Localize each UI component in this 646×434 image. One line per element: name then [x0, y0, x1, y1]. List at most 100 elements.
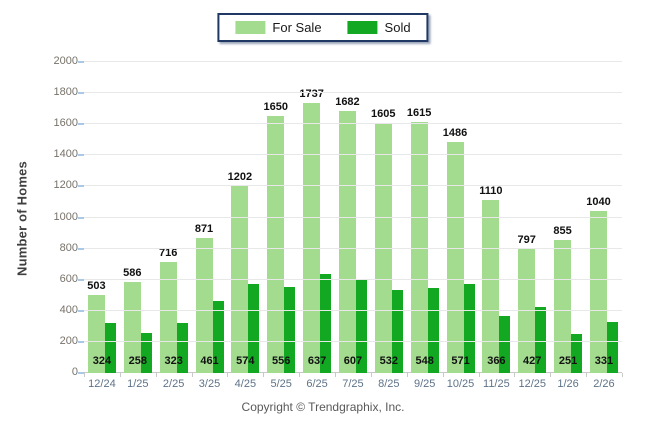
- bar-group-7/25: 1682 607 7/25: [335, 62, 371, 390]
- gridline: [84, 61, 622, 62]
- sold-bar: [355, 278, 367, 373]
- for-sale-value-label: 1040: [586, 196, 611, 209]
- bar-pair: 1650: [263, 101, 296, 373]
- legend-label-sold: Sold: [384, 20, 411, 35]
- bar-pair: 586: [123, 267, 152, 373]
- bar-pair: 1110: [479, 185, 511, 373]
- x-axis-label: 11/25: [483, 378, 510, 390]
- bar-pair: 855: [553, 225, 583, 373]
- x-axis-label: 12/24: [88, 378, 116, 390]
- y-axis-tick: [78, 372, 84, 374]
- bar-pair: 797: [518, 234, 547, 373]
- sold-value-label: 366: [487, 355, 506, 367]
- bar-group-4/25: 1202 574 4/25: [227, 62, 263, 390]
- bar-group-2/25: 716 323 2/25: [156, 62, 192, 390]
- x-axis-tick: [406, 373, 408, 377]
- sold-bar: [499, 316, 511, 373]
- for-sale-bar: 1737: [299, 88, 324, 373]
- gridline: [84, 278, 622, 280]
- sold-value-label: 461: [200, 355, 219, 367]
- x-axis-label: 2/25: [162, 378, 185, 390]
- y-axis-tick-label: 1400: [53, 148, 78, 161]
- for-sale-value-label: 1110: [479, 185, 503, 198]
- bar-pair: 1486: [443, 127, 475, 373]
- x-axis-label: 5/25: [270, 378, 292, 390]
- x-axis-label: 2/26: [593, 378, 615, 390]
- for-sale-bar: 871: [195, 223, 213, 373]
- gridline: [84, 123, 622, 125]
- for-sale-value-label: 1615: [406, 106, 432, 119]
- for-sale-bar: 1486: [443, 127, 467, 373]
- for-sale-value-label: 797: [517, 234, 536, 247]
- sold-bar: [391, 290, 403, 373]
- x-axis-tick: [586, 373, 588, 377]
- y-axis-tick-label: 200: [59, 334, 78, 347]
- x-axis-label: 10/25: [446, 378, 475, 390]
- bar-group-12/25: 797 427 12/25: [514, 62, 550, 390]
- legend-label-for-sale: For Sale: [272, 20, 322, 35]
- for-sale-value-label: 1202: [227, 171, 253, 184]
- y-axis-tick-label: 0: [71, 366, 78, 378]
- bar-group-1/26: 855 251 1/26: [550, 62, 586, 390]
- sold-bar: [427, 287, 439, 373]
- x-axis-tick: [263, 373, 265, 377]
- x-axis-tick: [514, 373, 516, 377]
- y-axis: 0 200 400 600 800 1000 1200 1400 1600 1800 2000: [38, 55, 78, 378]
- bar-groups: 503 324 12/24 586 258 1/25 716 323 2/25 871 461 3/2…: [84, 62, 622, 390]
- sold-bar: [104, 322, 116, 373]
- sold-bar: [320, 273, 332, 373]
- legend-item-sold: Sold: [347, 20, 411, 35]
- bar-group-9/25: 1615 548 9/25: [406, 62, 443, 390]
- x-axis-tick: [478, 373, 480, 377]
- x-axis-label: 7/25: [342, 378, 364, 390]
- for-sale-bar: 1110: [479, 185, 503, 373]
- gridline: [84, 216, 622, 218]
- x-axis-tick: [299, 373, 301, 377]
- bar-pair: 1682: [335, 96, 367, 373]
- sold-bar: [284, 286, 296, 373]
- gridline: [84, 185, 622, 187]
- for-sale-bar: 1040: [586, 196, 611, 373]
- bar-group-12/24: 503 324 12/24: [84, 62, 120, 390]
- for-sale-value-label: 855: [553, 225, 572, 238]
- bar-pair: 1040: [586, 196, 618, 373]
- legend-item-for-sale: For Sale: [235, 20, 322, 35]
- plot-area: 503 324 12/24 586 258 1/25 716 323 2/25 871 461 3/2…: [78, 61, 623, 390]
- for-sale-value-label: 871: [194, 222, 214, 235]
- x-axis-tick: [370, 373, 372, 377]
- sold-value-label: 607: [343, 355, 363, 367]
- bar-group-5/25: 1650 556 5/25: [263, 62, 299, 390]
- sold-bar: [535, 306, 547, 373]
- y-axis-tick-label: 800: [59, 241, 78, 254]
- sold-value-label: 427: [523, 355, 542, 367]
- sold-value-label: 637: [307, 355, 327, 367]
- gridline: [84, 154, 622, 156]
- x-axis-tick: [191, 373, 193, 377]
- bar-group-3/25: 871 461 3/25: [192, 62, 228, 390]
- y-axis-tick: [78, 216, 84, 219]
- for-sale-value-label: 1737: [299, 87, 324, 100]
- y-axis-tick: [78, 309, 84, 312]
- for-sale-bar: 716: [159, 247, 177, 373]
- bar-pair: 503: [87, 280, 116, 373]
- sold-value-label: 323: [164, 355, 183, 367]
- bar-group-8/25: 1605 532 8/25: [371, 62, 407, 390]
- bar-pair: 871: [195, 223, 224, 373]
- copyright-text: Copyright © Trendgraphix, Inc.: [241, 400, 405, 414]
- for-sale-value-label: 1650: [263, 101, 288, 114]
- x-axis-tick: [550, 373, 552, 377]
- for-sale-value-label: 1682: [335, 96, 360, 109]
- sold-value-label: 574: [236, 355, 255, 367]
- sold-value-label: 258: [128, 355, 147, 367]
- x-axis-tick: [227, 373, 229, 377]
- for-sale-swatch-icon: [235, 21, 266, 34]
- y-axis-tick-label: 1200: [53, 179, 78, 192]
- y-axis-tick: [78, 340, 84, 343]
- sold-bar: [176, 322, 188, 373]
- sold-swatch-icon: [347, 21, 378, 34]
- sold-bar: [571, 333, 583, 373]
- x-axis-label: 8/25: [378, 378, 400, 390]
- sold-value-label: 548: [415, 355, 434, 367]
- y-axis-tick: [78, 123, 84, 126]
- gridline: [84, 247, 622, 249]
